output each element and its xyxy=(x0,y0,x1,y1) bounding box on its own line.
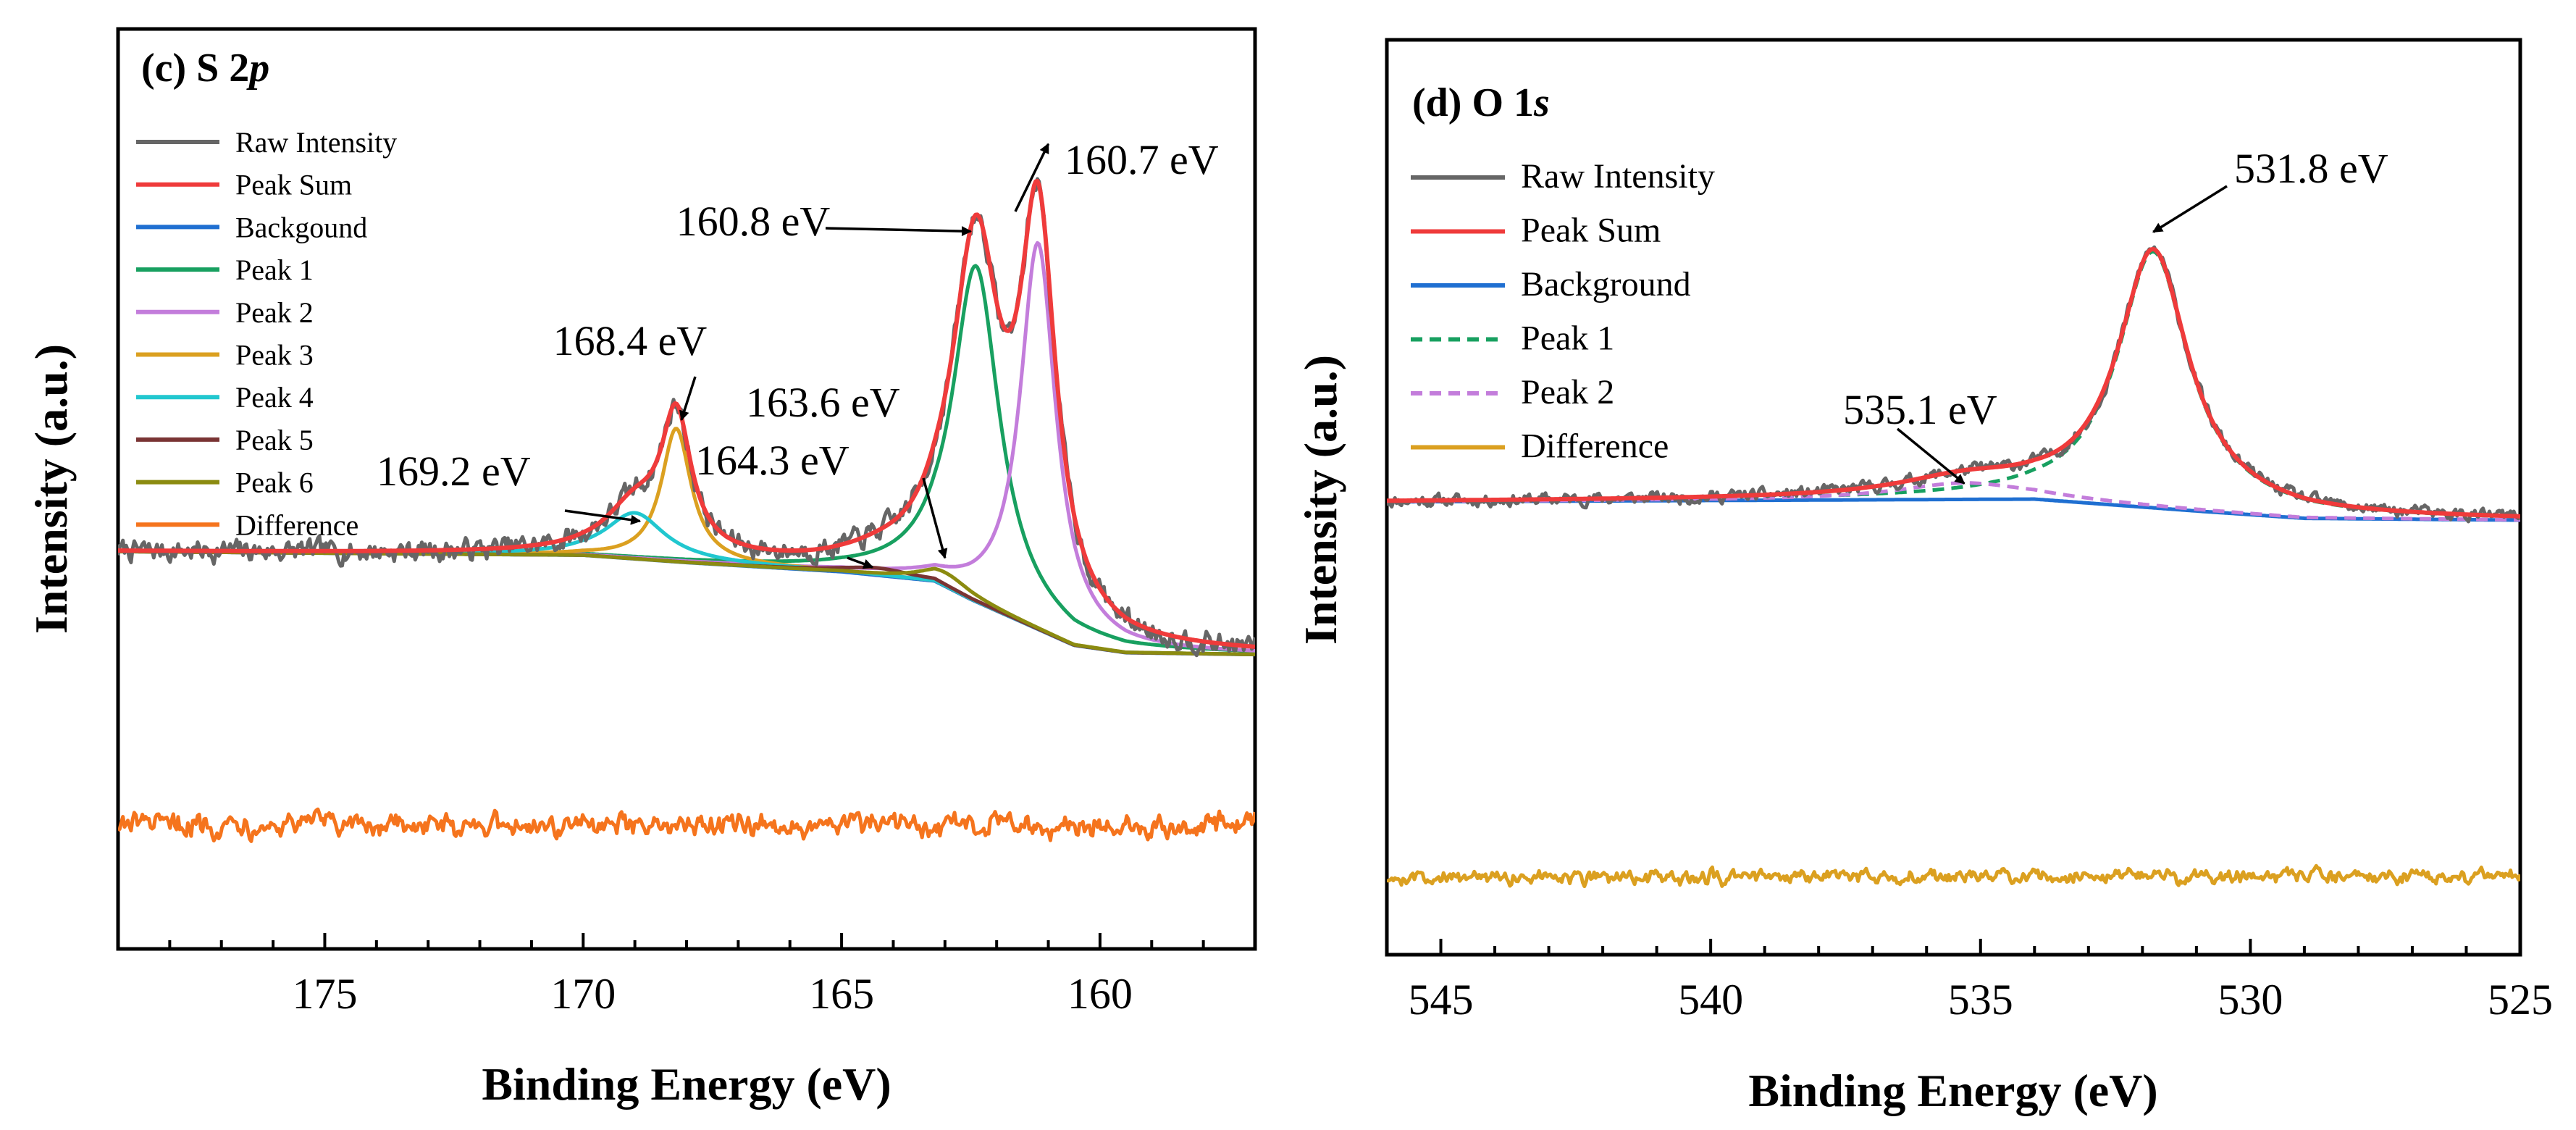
legend-item: Peak Sum xyxy=(136,169,352,201)
panel-d: 545 540 535 530 525 531.8 eV 535.1 eV (d) O 1… xyxy=(1295,38,2553,1116)
x-tick-label: 170 xyxy=(550,970,616,1018)
raw-intensity-series xyxy=(118,177,1255,658)
annotation-label: 168.4 eV xyxy=(553,317,708,364)
annotation-arrow xyxy=(2152,185,2228,233)
annotation-label: 160.7 eV xyxy=(1065,136,1219,183)
x-tick-label: 540 xyxy=(1678,976,1743,1024)
annotation-label: 160.8 eV xyxy=(676,198,831,245)
legend-item: Peak 4 xyxy=(136,381,314,414)
annotation-arrow xyxy=(564,509,642,525)
peak-annotation: 535.1 eV xyxy=(1843,386,1997,485)
legend-item: Raw Intensity xyxy=(136,126,397,159)
legend-label: Peak Sum xyxy=(235,169,352,201)
legend-label: Peak Sum xyxy=(1521,212,1661,250)
legend-item: Raw Intensity xyxy=(1411,157,1715,196)
y-axis-title: Intensity (a.u.) xyxy=(25,344,77,634)
x-tick-label: 160 xyxy=(1067,970,1133,1018)
panel-title: (d) O 1s xyxy=(1412,80,1550,125)
legend-item: Backgound xyxy=(136,211,367,243)
legend-label: Difference xyxy=(1521,427,1669,466)
peak-annotation: 160.8 eV xyxy=(676,198,972,245)
annotation-arrow xyxy=(847,556,874,569)
x-tick-label: 175 xyxy=(292,970,357,1018)
panel-c: 175 170 165 160 160.7 eV 160.8 eV 168.4 eV 163… xyxy=(25,27,1257,1110)
difference-series xyxy=(118,807,1255,843)
legend-label: Peak 4 xyxy=(235,381,314,414)
legend-item: Difference xyxy=(1411,427,1669,466)
annotations: 531.8 eV 535.1 eV xyxy=(1843,145,2388,485)
peak-annotation: 168.4 eV xyxy=(553,317,708,422)
x-axis-title: Binding Energy (eV) xyxy=(1748,1065,2157,1116)
peak-annotation: 169.2 eV xyxy=(377,448,642,525)
x-tick-label: 525 xyxy=(2488,976,2553,1024)
legend-item: Peak 1 xyxy=(1411,319,1614,358)
legend: Raw Intensity Peak Sum Background Peak 1 Pea… xyxy=(1411,157,1715,466)
legend-label: Peak 1 xyxy=(235,254,314,286)
legend-item: Peak 5 xyxy=(136,424,314,456)
legend-label: Peak 3 xyxy=(235,339,314,372)
legend: Raw Intensity Peak Sum Backgound Peak 1 Peak… xyxy=(136,126,397,541)
panel-title: (c) S 2p xyxy=(141,46,269,91)
annotations: 160.7 eV 160.8 eV 168.4 eV 163.6 eV 164.3 eV… xyxy=(377,136,1219,569)
annotation-arrow xyxy=(922,477,948,559)
legend-label: Peak 2 xyxy=(235,296,314,329)
plot-frame xyxy=(1385,38,2522,957)
x-axis: 175 170 165 160 xyxy=(117,933,1256,1018)
legend-label: Peak 1 xyxy=(1521,319,1614,358)
legend-item: Peak 6 xyxy=(136,466,314,499)
legend-item: Peak 1 xyxy=(136,254,314,286)
y-axis-title: Intensity (a.u.) xyxy=(1295,355,1346,645)
legend-label: Peak 2 xyxy=(1521,373,1614,411)
x-tick-label: 165 xyxy=(809,970,874,1018)
legend-item: Peak 3 xyxy=(136,339,314,372)
legend-label: Raw Intensity xyxy=(235,126,397,159)
peak-sum-series xyxy=(1387,246,2520,519)
legend-item: Peak Sum xyxy=(1411,212,1661,250)
x-tick-label: 535 xyxy=(1948,976,2013,1024)
annotation-arrow xyxy=(825,226,972,237)
legend-label: Peak 5 xyxy=(235,424,314,456)
x-tick-label: 545 xyxy=(1409,976,1474,1024)
peak-annotation: 531.8 eV xyxy=(2152,145,2388,233)
annotation-label: 531.8 eV xyxy=(2234,145,2388,192)
peak-annotation: 163.6 eV xyxy=(746,379,948,559)
legend-item: Background xyxy=(1411,265,1691,304)
annotation-label: 164.3 eV xyxy=(695,437,849,484)
legend-label: Peak 6 xyxy=(235,466,314,499)
x-axis: 545 540 535 530 525 xyxy=(1385,939,2553,1024)
peak-annotation: 164.3 eV xyxy=(695,437,874,569)
x-tick-label: 530 xyxy=(2218,976,2283,1024)
legend-label: Background xyxy=(1521,265,1691,304)
annotation-arrow xyxy=(1896,427,1965,485)
annotation-label: 169.2 eV xyxy=(377,448,531,495)
x-axis-title: Binding Energy (eV) xyxy=(482,1058,891,1110)
annotation-label: 163.6 eV xyxy=(746,379,900,426)
legend-item: Peak 2 xyxy=(136,296,314,329)
annotation-arrow xyxy=(1014,143,1050,212)
difference-series xyxy=(1387,863,2520,889)
legend-item: Difference xyxy=(136,508,358,541)
peak-annotation: 160.7 eV xyxy=(1014,136,1219,212)
legend-label: Raw Intensity xyxy=(1521,157,1715,196)
annotation-arrow xyxy=(679,376,697,422)
legend-item: Peak 2 xyxy=(1411,373,1614,411)
peak-sum-series xyxy=(118,179,1255,649)
legend-label: Backgound xyxy=(235,211,367,243)
annotation-label: 535.1 eV xyxy=(1843,386,1997,433)
legend-label: Difference xyxy=(235,508,358,541)
curves xyxy=(118,177,1255,843)
